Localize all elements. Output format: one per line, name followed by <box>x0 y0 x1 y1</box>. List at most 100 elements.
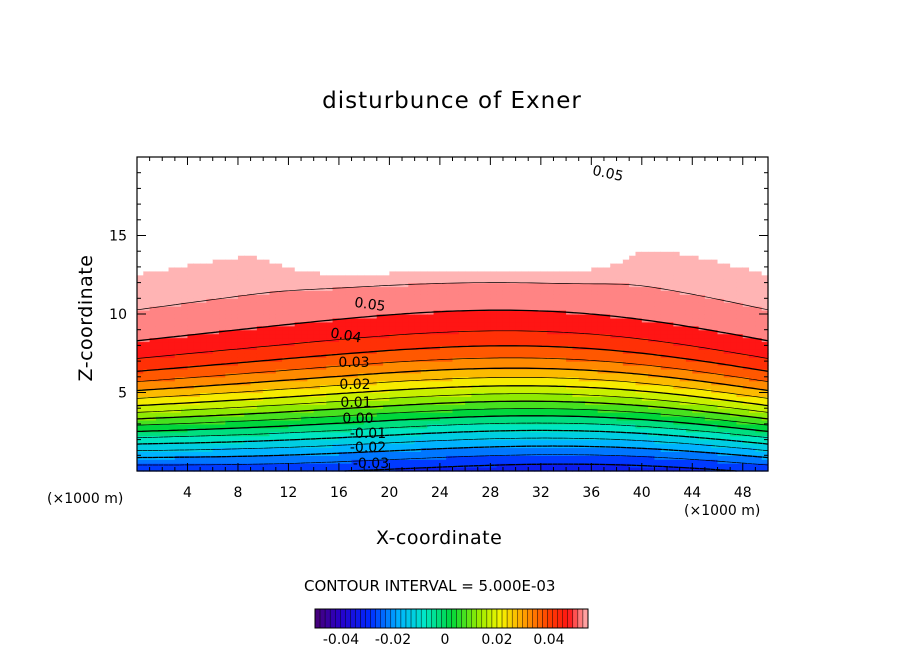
contour-line <box>136 282 769 311</box>
x-unit-label-left: (×1000 m) <box>47 491 124 507</box>
contour-lines <box>136 282 769 472</box>
x-tick-label: 40 <box>633 485 651 501</box>
contour-line <box>136 330 769 359</box>
colorbar-segment <box>451 608 457 629</box>
x-tick-label: 32 <box>532 485 550 501</box>
colorbar-segment <box>486 608 493 629</box>
colorbar-segment <box>456 608 462 629</box>
colorbar-segment <box>552 608 558 629</box>
contour-label: 0.00 <box>342 411 373 427</box>
colorbar-segment <box>370 608 376 629</box>
colorbar-segment <box>572 608 579 629</box>
contour-label: 0.05 <box>591 163 625 185</box>
colorbar-segment <box>436 608 442 629</box>
colorbar-segment <box>567 608 574 629</box>
colorbar-segment <box>324 608 331 629</box>
contour-line <box>136 429 769 445</box>
x-tick-label: 8 <box>233 485 242 501</box>
contour-label: -0.03 <box>353 456 389 472</box>
x-tick-label: 28 <box>481 485 499 501</box>
colorbar-segment <box>329 608 336 629</box>
contour-line <box>137 437 769 451</box>
colorbar-segment <box>345 608 351 629</box>
colorbar-segment <box>517 608 523 629</box>
contour-label: 0.02 <box>339 377 370 393</box>
contour-line <box>136 385 769 407</box>
colorbar-segment <box>319 608 326 629</box>
colorbar-segment <box>542 608 548 629</box>
colorbar-segment <box>496 608 503 629</box>
contour-interval-text: CONTOUR INTERVAL = 5.000E-03 <box>304 577 556 595</box>
colorbar-segment <box>380 608 386 629</box>
colorbar-segment <box>537 608 543 629</box>
colorbar-segment <box>350 608 356 629</box>
colorbar-segment <box>426 608 432 629</box>
colorbar-segment <box>441 608 447 629</box>
contour-line <box>136 377 769 399</box>
colorbar-segment <box>471 608 477 629</box>
colorbar-tick-label: 0.02 <box>481 632 512 648</box>
colorbar-segment <box>415 608 422 629</box>
contour-fill <box>137 157 769 472</box>
x-tick-label: 16 <box>330 485 348 501</box>
colorbar-segment <box>375 608 381 629</box>
x-axis-label: X-coordinate <box>376 527 503 549</box>
y-tick-label: 5 <box>118 386 127 402</box>
contour-line <box>136 345 769 372</box>
colorbar-tick-label: -0.02 <box>375 632 411 648</box>
colorbar-segment <box>577 608 584 629</box>
colorbar-segment <box>446 608 452 629</box>
x-tick-label: 48 <box>734 485 752 501</box>
colorbar-segment <box>395 608 402 629</box>
colorbar-segment <box>314 608 321 629</box>
y-axis: 5 10 15 <box>109 172 768 456</box>
colorbar-segment <box>385 608 392 629</box>
x-tick-label: 44 <box>683 485 701 501</box>
x-tick-label: 24 <box>431 485 449 501</box>
colorbar-segment <box>431 608 437 629</box>
colorbar-segment <box>400 608 407 629</box>
colorbar: -0.04 -0.02 0 0.02 0.04 <box>314 608 589 648</box>
y-tick-label: 15 <box>109 229 127 245</box>
colorbar-tick-label: 0 <box>441 632 450 648</box>
contour-line <box>137 454 769 466</box>
contour-line <box>136 357 769 382</box>
contour-label: 0.05 <box>353 295 386 315</box>
colorbar-segment <box>410 608 417 629</box>
colorbar-segment <box>522 608 528 629</box>
contour-line <box>136 408 769 426</box>
chart-title: disturbunce of Exner <box>322 88 582 114</box>
contour-line <box>136 309 769 342</box>
colorbar-segment <box>481 608 488 629</box>
colorbar-tick-label: -0.04 <box>323 632 359 648</box>
x-unit-label-right: (×1000 m) <box>684 503 761 519</box>
colorbar-segment <box>461 608 467 629</box>
colorbar-tick-label: 0.04 <box>533 632 564 648</box>
colorbar-segment <box>476 608 483 629</box>
contour-line <box>136 445 769 459</box>
colorbar-segment <box>340 608 346 629</box>
x-tick-label: 36 <box>582 485 600 501</box>
contour-label: 0.03 <box>338 355 369 371</box>
colorbar-frame <box>314 608 589 629</box>
colorbar-segment <box>527 608 533 629</box>
colorbar-segment <box>360 608 366 629</box>
colorbar-segment <box>547 608 553 629</box>
colorbar-segment <box>557 608 563 629</box>
colorbar-segment <box>335 608 341 629</box>
colorbar-segment <box>506 608 513 629</box>
contour-line <box>136 393 769 413</box>
colorbar-segment <box>501 608 508 629</box>
x-tick-label: 12 <box>280 485 298 501</box>
y-tick-label: 10 <box>109 307 127 323</box>
colorbar-segment <box>582 608 589 629</box>
x-tick-label: 4 <box>183 485 192 501</box>
contour-label: 0.04 <box>329 325 363 346</box>
colorbar-segment <box>405 608 412 629</box>
contour-label: 0.01 <box>340 395 371 411</box>
colorbar-segment <box>390 608 397 629</box>
contour-label: -0.02 <box>350 440 386 456</box>
contour-labels: 0.05 0.05 0.04 0.03 0.02 0.010.00-0.01-0.02-0… <box>329 163 625 472</box>
colorbar-segment <box>562 608 568 629</box>
